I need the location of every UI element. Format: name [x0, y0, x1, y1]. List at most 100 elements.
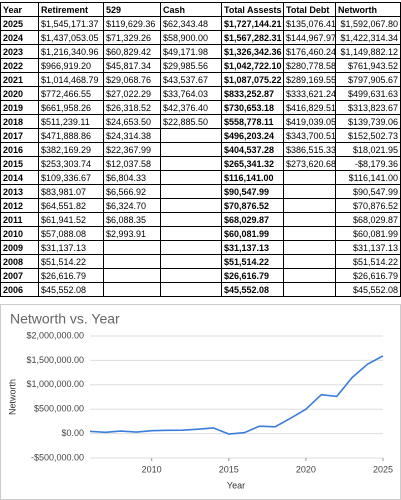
table-row: 2012 $64,551.82 $6,324.70 $70,876.52 $70,876… — [0, 198, 401, 213]
table-row: 2011 $61,941.52 $6,088.35 $68,029.87 $68,029… — [0, 212, 401, 227]
chart: Networth vs. Year Year Networth -$500,00… — [0, 304, 401, 500]
table-cell: $24,314.38 — [103, 128, 161, 143]
table-cell: 2014 — [0, 170, 39, 185]
table-cell — [103, 282, 161, 297]
table-cell: $22,885.50 — [160, 114, 222, 129]
table-row: 2006 $45,552.08 $45,552.08 $45,552.08 — [0, 282, 401, 297]
table-body: 2025 $1,545,171.37 $119,629.36 $62,343.48 $1… — [0, 16, 401, 297]
header-cell: Cash — [160, 2, 222, 17]
table-cell — [160, 156, 222, 171]
table-cell — [103, 254, 161, 269]
table-cell: $31,137.13 — [221, 240, 284, 255]
table-cell: $797,905.67 — [335, 72, 401, 87]
header-cell: 529 — [103, 2, 161, 17]
table-cell: $70,876.52 — [335, 198, 401, 213]
table-cell: $1,014,468.79 — [38, 72, 104, 87]
table-cell — [283, 198, 336, 213]
table-cell — [283, 212, 336, 227]
table-cell — [283, 268, 336, 283]
table-cell: $70,876.52 — [221, 198, 284, 213]
y-tick-label: $1,000,000.00 — [26, 379, 84, 389]
table-cell: $471,888.86 — [38, 128, 104, 143]
y-tick-label: $500,000.00 — [34, 404, 84, 414]
header-cell: Year — [0, 2, 39, 17]
table-cell — [160, 142, 222, 157]
table-row: 2020 $772,466.55 $27,022.29 $33,764.03 $833,… — [0, 86, 401, 101]
table-cell — [283, 240, 336, 255]
table-cell: $6,324.70 — [103, 198, 161, 213]
table-cell: $382,169.29 — [38, 142, 104, 157]
table-cell: $60,081.99 — [335, 226, 401, 241]
table-row: 2016 $382,169.29 $22,367.99 $404,537.28 $386… — [0, 142, 401, 157]
table-cell: $58,900.00 — [160, 30, 222, 45]
table-cell: $1,545,171.37 — [38, 16, 104, 31]
table-cell: $90,547.99 — [335, 184, 401, 199]
table-cell: $45,552.08 — [221, 282, 284, 297]
table-row: 2019 $661,958.26 $26,318.52 $42,376.40 $730,… — [0, 100, 401, 115]
table-cell: $833,252.87 — [221, 86, 284, 101]
table-cell — [103, 268, 161, 283]
table-row: 2008 $51,514.22 $51,514.22 $51,514.22 — [0, 254, 401, 269]
table-cell — [160, 170, 222, 185]
table-cell: $499,631.63 — [335, 86, 401, 101]
table-cell: $43,537.67 — [160, 72, 222, 87]
table-cell: $71,329.26 — [103, 30, 161, 45]
table-cell: $18,021.95 — [335, 142, 401, 157]
x-tick-label: 2025 — [373, 464, 393, 474]
table-cell: $253,303.74 — [38, 156, 104, 171]
table-cell: 2023 — [0, 44, 39, 59]
table-cell: 2020 — [0, 86, 39, 101]
table-row: 2018 $511,239.11 $24,653.50 $22,885.50 $558,… — [0, 114, 401, 129]
table-cell: $26,616.79 — [38, 268, 104, 283]
y-tick-label: $1,500,000.00 — [26, 355, 84, 365]
table-cell — [283, 170, 336, 185]
table-cell: $26,616.79 — [221, 268, 284, 283]
table-cell: $1,567,282.31 — [221, 30, 284, 45]
table-cell: $109,336.67 — [38, 170, 104, 185]
table-cell: $31,137.13 — [335, 240, 401, 255]
table-cell — [283, 226, 336, 241]
table-cell: 2013 — [0, 184, 39, 199]
table-row: 2010 $57,088.08 $2,993.91 $60,081.99 $60,081… — [0, 226, 401, 241]
table-cell: $12,037.58 — [103, 156, 161, 171]
y-tick-label: $2,000,000.00 — [26, 330, 84, 340]
table-cell: $45,552.08 — [335, 282, 401, 297]
table-cell: $343,700.51 — [283, 128, 336, 143]
x-tick-label: 2015 — [219, 464, 239, 474]
table-cell: $313,823.67 — [335, 100, 401, 115]
table-cell: $22,367.99 — [103, 142, 161, 157]
header-row: Year Retirement 529 Cash Total Assests Total … — [0, 2, 401, 17]
chart-title: Networth vs. Year — [10, 311, 120, 327]
table-row: 2007 $26,616.79 $26,616.79 $26,616.79 — [0, 268, 401, 283]
table-cell: $24,653.50 — [103, 114, 161, 129]
table-cell: $68,029.87 — [221, 212, 284, 227]
table-cell: $61,941.52 — [38, 212, 104, 227]
table-cell: $152,502.73 — [335, 128, 401, 143]
table-cell: $6,804.33 — [103, 170, 161, 185]
table-cell — [103, 240, 161, 255]
table-cell: $280,778.58 — [283, 58, 336, 73]
table-cell: 2008 — [0, 254, 39, 269]
table-row: 2025 $1,545,171.37 $119,629.36 $62,343.48 $1… — [0, 16, 401, 31]
table-cell: $26,616.79 — [335, 268, 401, 283]
table-cell: $83,981.07 — [38, 184, 104, 199]
table-cell: $144,967.97 — [283, 30, 336, 45]
table-cell — [160, 282, 222, 297]
header-cell: Total Assests — [221, 2, 284, 17]
table-cell: $68,029.87 — [335, 212, 401, 227]
table-cell: $45,817.34 — [103, 58, 161, 73]
table-row: 2013 $83,981.07 $6,566.92 $90,547.99 $90,547… — [0, 184, 401, 199]
table-cell: $42,376.40 — [160, 100, 222, 115]
table-cell: $31,137.13 — [38, 240, 104, 255]
x-tick-label: 2010 — [142, 464, 162, 474]
table-cell — [160, 212, 222, 227]
table-cell: $386,515.33 — [283, 142, 336, 157]
table-cell: $27,022.29 — [103, 86, 161, 101]
table-cell: $558,778.11 — [221, 114, 284, 129]
table-cell — [283, 282, 336, 297]
table-cell: 2015 — [0, 156, 39, 171]
table-row: 2015 $253,303.74 $12,037.58 $265,341.32 $273… — [0, 156, 401, 171]
x-axis-label: Year — [227, 480, 245, 490]
table-cell: $135,076.41 — [283, 16, 336, 31]
